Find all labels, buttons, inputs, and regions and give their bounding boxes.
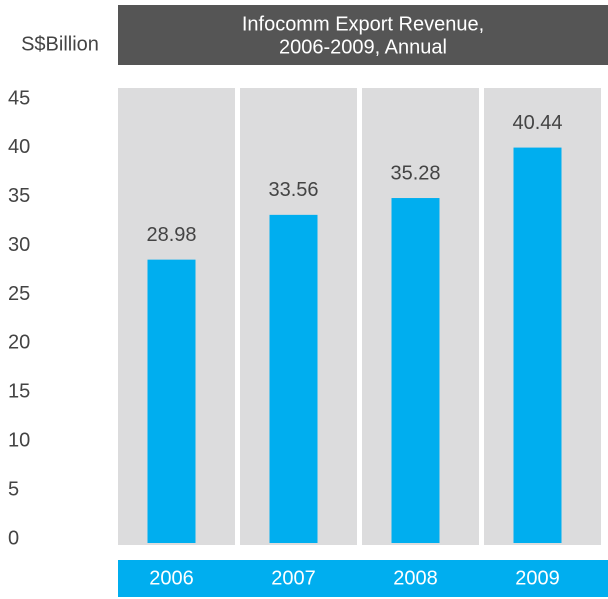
value-label: 28.98 [146, 224, 196, 246]
y-tick-label: 20 [8, 332, 30, 354]
y-tick-label: 45 [8, 87, 30, 109]
y-tick-label: 10 [8, 430, 30, 452]
y-tick-label: 40 [8, 136, 30, 158]
y-tick-label: 25 [8, 283, 30, 305]
y-tick-label: 0 [8, 527, 19, 549]
bar [391, 198, 440, 544]
y-tick-label: 15 [8, 381, 30, 403]
value-label: 40.44 [512, 112, 562, 134]
category-band [118, 560, 608, 597]
y-tick-label: 30 [8, 234, 30, 256]
bar [513, 147, 562, 543]
chart-title: 2006-2009, Annual [279, 36, 447, 58]
chart-title: Infocomm Export Revenue, [242, 13, 484, 35]
x-tick-label: 2008 [393, 567, 438, 589]
y-tick-label: 5 [8, 478, 19, 500]
x-tick-label: 2009 [515, 567, 560, 589]
value-label: 33.56 [268, 179, 318, 201]
x-tick-label: 2006 [149, 567, 194, 589]
bar [269, 214, 318, 543]
title-box [118, 5, 608, 65]
y-axis-label: S$Billion [21, 33, 99, 55]
x-tick-label: 2007 [271, 567, 316, 589]
value-label: 35.28 [390, 162, 440, 184]
y-tick-label: 35 [8, 185, 30, 207]
bar [147, 259, 196, 543]
